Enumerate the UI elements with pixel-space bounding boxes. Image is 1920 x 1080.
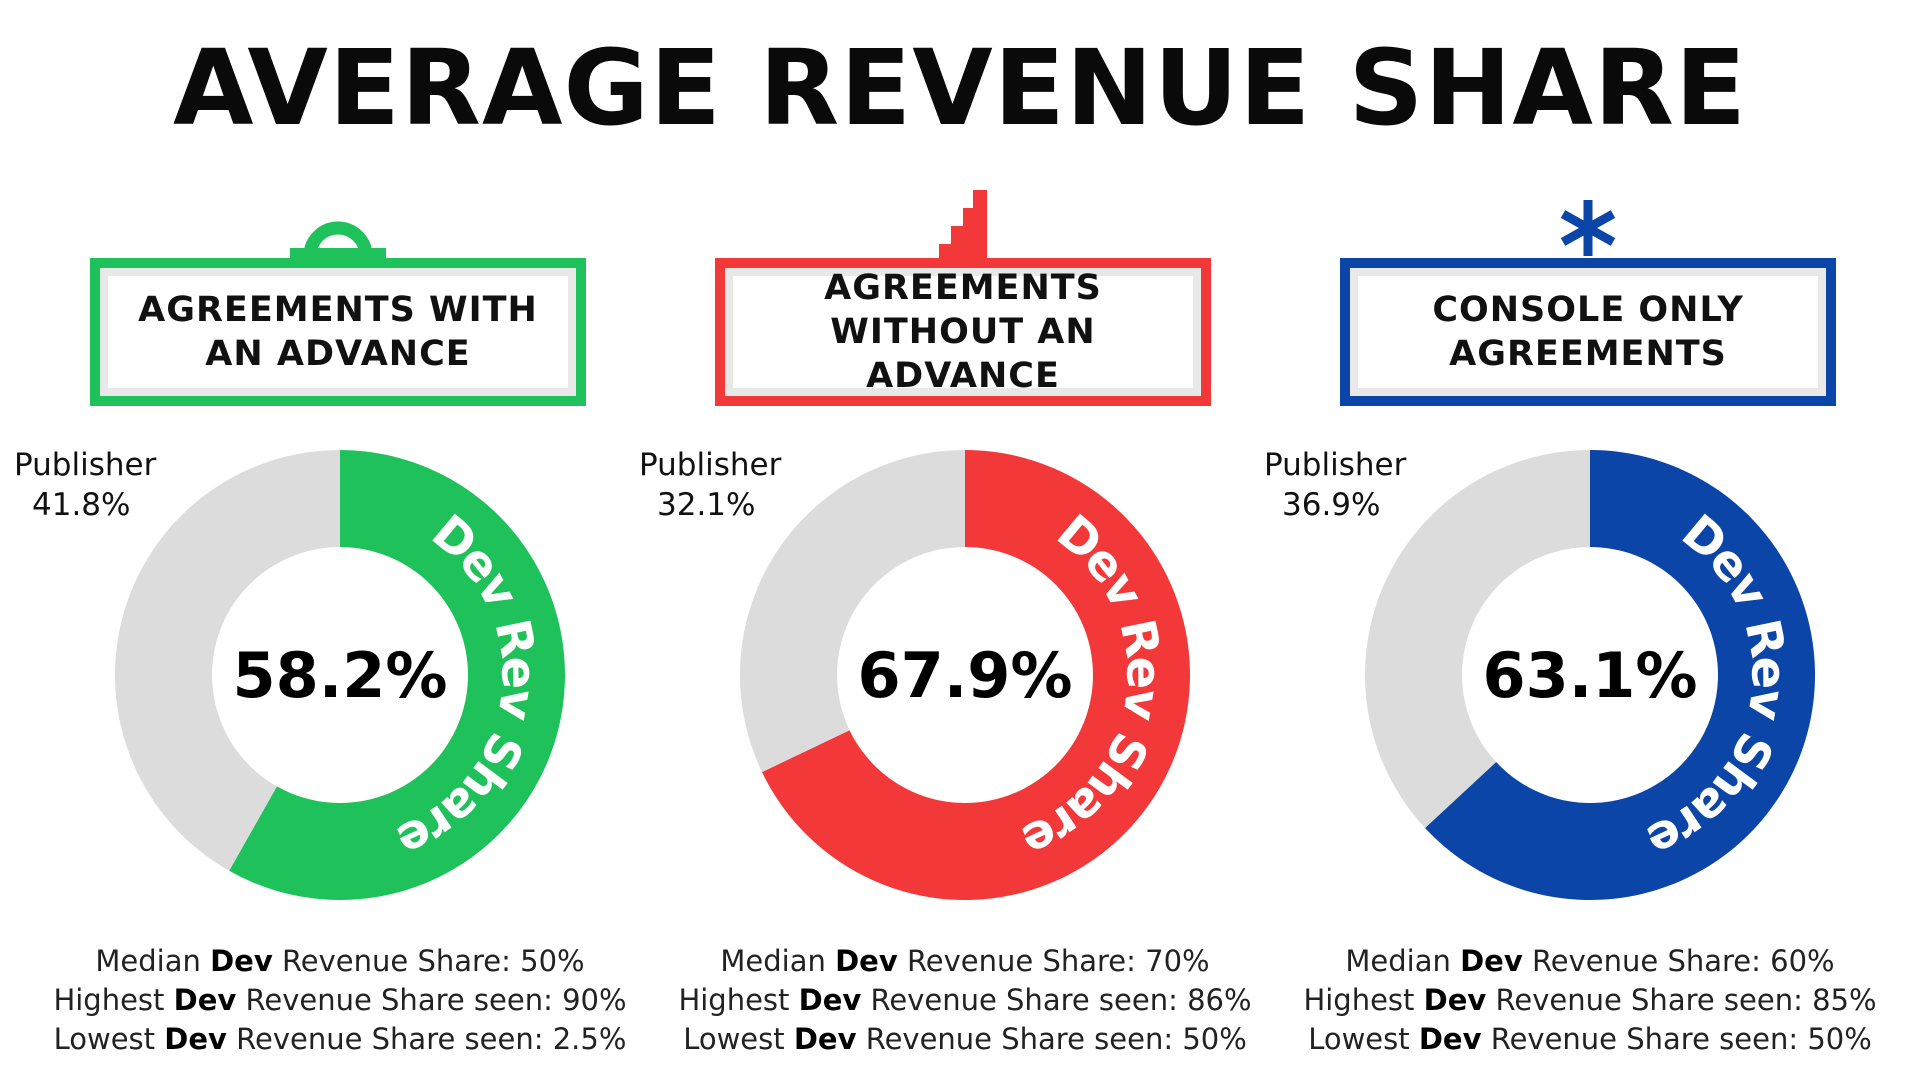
stat-lowest: Lowest Dev Revenue Share seen: 2.5% <box>53 1022 627 1056</box>
dev-share-slice <box>1425 450 1815 900</box>
publisher-label-text: Publisher <box>639 447 782 483</box>
panel-without-advance: AGREEMENTS WITHOUT AN ADVANCE Publisher … <box>639 190 1275 1070</box>
dev-share-slice <box>229 450 565 900</box>
publisher-label: Publisher 36.9% <box>1264 445 1406 525</box>
category-card: AGREEMENTS WITH AN ADVANCE <box>90 258 586 406</box>
stat-lowest: Lowest Dev Revenue Share seen: 50% <box>1308 1022 1872 1056</box>
category-label: AGREEMENTS WITHOUT AN ADVANCE <box>824 268 1102 396</box>
panel-console-only: CONSOLE ONLY AGREEMENTS Publisher 36.9% … <box>1264 190 1900 1070</box>
category-label: AGREEMENTS WITH AN ADVANCE <box>138 290 538 374</box>
stat-median: Median Dev Revenue Share: 60% <box>1345 944 1835 978</box>
stat-highest: Highest Dev Revenue Share seen: 90% <box>53 983 627 1017</box>
panel-with-advance: AGREEMENTS WITH AN ADVANCE Publisher 41.… <box>14 190 650 1070</box>
pixel-steps-icon <box>939 190 987 262</box>
category-card: CONSOLE ONLY AGREEMENTS <box>1340 258 1836 406</box>
stats-block: Median Dev Revenue Share: 60% Highest De… <box>1280 942 1900 1059</box>
publisher-value: 41.8% <box>32 487 131 523</box>
publisher-label-text: Publisher <box>14 447 157 483</box>
category-card: AGREEMENTS WITHOUT AN ADVANCE <box>715 258 1211 406</box>
donut-chart: 58.2%Dev Rev Share <box>114 450 565 900</box>
publisher-label-text: Publisher <box>1264 447 1407 483</box>
page-title: AVERAGE REVENUE SHARE <box>172 27 1748 149</box>
ring-handle-icon <box>290 221 386 262</box>
publisher-share-slice <box>1365 450 1590 828</box>
stat-highest: Highest Dev Revenue Share seen: 86% <box>678 983 1252 1017</box>
dev-share-value: 58.2% <box>232 639 447 712</box>
stats-block: Median Dev Revenue Share: 50% Highest De… <box>30 942 650 1059</box>
publisher-value: 36.9% <box>1282 487 1381 523</box>
asterisk-icon <box>1560 200 1616 256</box>
dev-share-value: 67.9% <box>857 639 1072 712</box>
donut-chart: 63.1%Dev Rev Share <box>1365 450 1815 900</box>
publisher-share-slice <box>114 450 340 871</box>
category-label: CONSOLE ONLY AGREEMENTS <box>1432 290 1744 374</box>
dev-share-slice <box>762 450 1190 900</box>
stat-lowest: Lowest Dev Revenue Share seen: 50% <box>683 1022 1247 1056</box>
stat-highest: Highest Dev Revenue Share seen: 85% <box>1303 983 1877 1017</box>
publisher-label: Publisher 41.8% <box>14 445 156 525</box>
publisher-share-slice <box>740 450 965 773</box>
stat-median: Median Dev Revenue Share: 70% <box>720 944 1210 978</box>
stat-median: Median Dev Revenue Share: 50% <box>95 944 585 978</box>
publisher-value: 32.1% <box>657 487 756 523</box>
publisher-label: Publisher 32.1% <box>639 445 781 525</box>
stats-block: Median Dev Revenue Share: 70% Highest De… <box>655 942 1275 1059</box>
dev-share-value: 63.1% <box>1482 639 1697 712</box>
donut-chart: 67.9%Dev Rev Share <box>740 450 1190 900</box>
